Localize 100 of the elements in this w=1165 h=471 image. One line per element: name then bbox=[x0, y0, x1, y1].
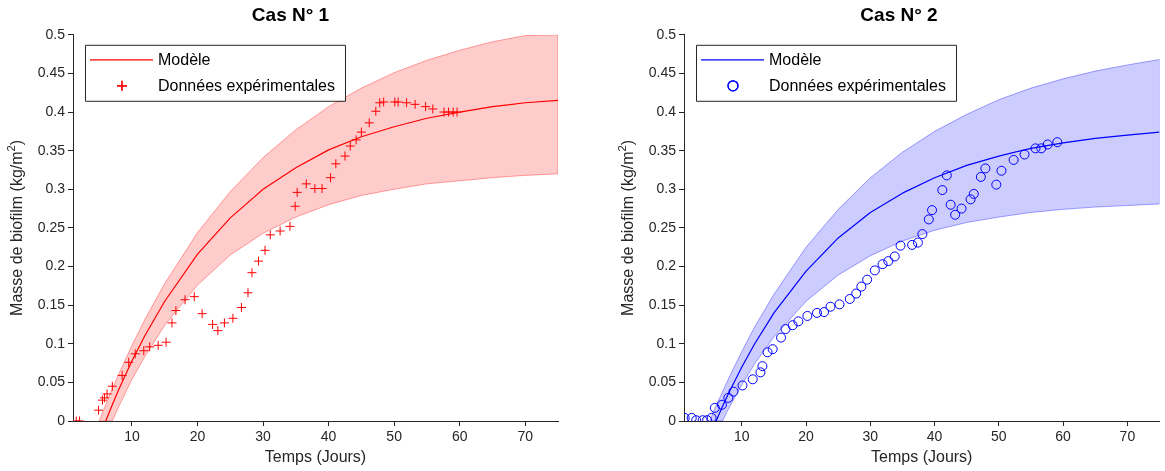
point bbox=[723, 392, 734, 403]
point bbox=[275, 225, 286, 236]
point bbox=[767, 344, 778, 355]
point bbox=[242, 287, 253, 298]
y-tick-label: 0.15 bbox=[37, 296, 66, 312]
y-tick-label: 0.25 bbox=[648, 218, 677, 235]
y-tick-label: 0.35 bbox=[648, 141, 677, 158]
point bbox=[1036, 143, 1047, 154]
point bbox=[975, 171, 986, 182]
y-tick-label: 0.05 bbox=[648, 373, 677, 390]
x-axis-title: Temps (Jours) bbox=[264, 447, 367, 465]
point bbox=[862, 274, 873, 285]
point bbox=[912, 237, 923, 248]
point bbox=[260, 245, 271, 256]
point bbox=[706, 412, 717, 421]
point bbox=[301, 178, 312, 189]
point bbox=[737, 380, 748, 391]
x-tick-label: 50 bbox=[991, 428, 1007, 445]
point bbox=[945, 199, 956, 210]
point bbox=[102, 388, 113, 399]
point bbox=[812, 307, 823, 318]
point bbox=[762, 347, 773, 358]
point bbox=[883, 256, 894, 267]
point bbox=[825, 301, 836, 312]
point bbox=[834, 299, 845, 310]
point bbox=[937, 185, 948, 196]
y-tick-label: 0.45 bbox=[648, 64, 677, 81]
y-tick-label: 0.35 bbox=[37, 141, 66, 158]
point bbox=[378, 97, 389, 107]
point bbox=[851, 288, 862, 299]
point bbox=[364, 117, 375, 128]
point bbox=[819, 307, 830, 318]
x-tick-label: 30 bbox=[862, 428, 879, 445]
point bbox=[686, 412, 697, 421]
point bbox=[170, 305, 181, 316]
x-tick-label: 20 bbox=[189, 428, 206, 445]
point bbox=[370, 106, 381, 117]
point bbox=[93, 405, 104, 416]
point bbox=[927, 205, 938, 216]
point bbox=[793, 316, 804, 327]
y-tick-label: 0.5 bbox=[656, 25, 677, 42]
point bbox=[889, 251, 900, 262]
y-tick-label: 0.25 bbox=[37, 218, 66, 235]
x-tick-label: 40 bbox=[320, 428, 337, 445]
point bbox=[292, 187, 303, 198]
y-tick-label: 0.5 bbox=[45, 25, 66, 42]
point bbox=[236, 302, 247, 313]
y-tick-label: 0.1 bbox=[45, 334, 66, 351]
point bbox=[197, 308, 208, 319]
point bbox=[844, 293, 855, 304]
legend-label: Modèle bbox=[769, 51, 822, 69]
x-tick-label: 30 bbox=[255, 428, 272, 445]
point bbox=[728, 386, 739, 397]
y-tick-label: 0.4 bbox=[656, 102, 677, 119]
point bbox=[787, 320, 798, 331]
point bbox=[980, 163, 991, 174]
point bbox=[356, 127, 367, 138]
point bbox=[410, 99, 421, 110]
x-tick-label: 70 bbox=[517, 428, 534, 445]
point bbox=[709, 402, 720, 413]
y-tick-label: 0.2 bbox=[45, 257, 66, 274]
point bbox=[1008, 154, 1019, 165]
point bbox=[345, 141, 356, 152]
point bbox=[877, 259, 888, 270]
point bbox=[265, 229, 276, 240]
point bbox=[351, 134, 362, 145]
point bbox=[284, 221, 295, 232]
point bbox=[941, 170, 952, 181]
y-tick-label: 0.1 bbox=[656, 334, 677, 351]
point bbox=[325, 172, 336, 183]
x-tick-label: 20 bbox=[798, 428, 815, 445]
point bbox=[1019, 149, 1030, 160]
point bbox=[393, 97, 404, 107]
point bbox=[153, 340, 164, 351]
point bbox=[219, 317, 230, 328]
y-tick-label: 0.45 bbox=[37, 64, 66, 81]
point bbox=[189, 291, 200, 302]
point bbox=[869, 265, 880, 276]
y-tick-label: 0.15 bbox=[648, 296, 677, 312]
point bbox=[907, 239, 918, 250]
x-tick-label: 70 bbox=[1119, 428, 1136, 445]
point bbox=[227, 313, 238, 324]
x-tick-label: 10 bbox=[124, 428, 140, 445]
x-axis-title: Temps (Jours) bbox=[871, 447, 973, 465]
point bbox=[246, 267, 257, 278]
point bbox=[401, 97, 412, 108]
chart-title: Cas N° 1 bbox=[251, 3, 330, 25]
point bbox=[290, 201, 301, 212]
x-tick-label: 60 bbox=[451, 428, 468, 445]
point bbox=[895, 240, 906, 251]
legend-label: Données expérimentales bbox=[769, 77, 946, 95]
x-tick-label: 10 bbox=[734, 428, 750, 445]
point bbox=[1030, 143, 1041, 154]
legend-label: Modèle bbox=[158, 51, 211, 69]
point bbox=[1042, 139, 1053, 150]
y-tick-label: 0.3 bbox=[45, 180, 66, 197]
y-tick-label: 0.05 bbox=[37, 373, 66, 390]
point bbox=[923, 214, 934, 225]
point bbox=[996, 165, 1007, 176]
y-axis-title: Masse de biofilm (kg/m2) bbox=[5, 139, 26, 316]
